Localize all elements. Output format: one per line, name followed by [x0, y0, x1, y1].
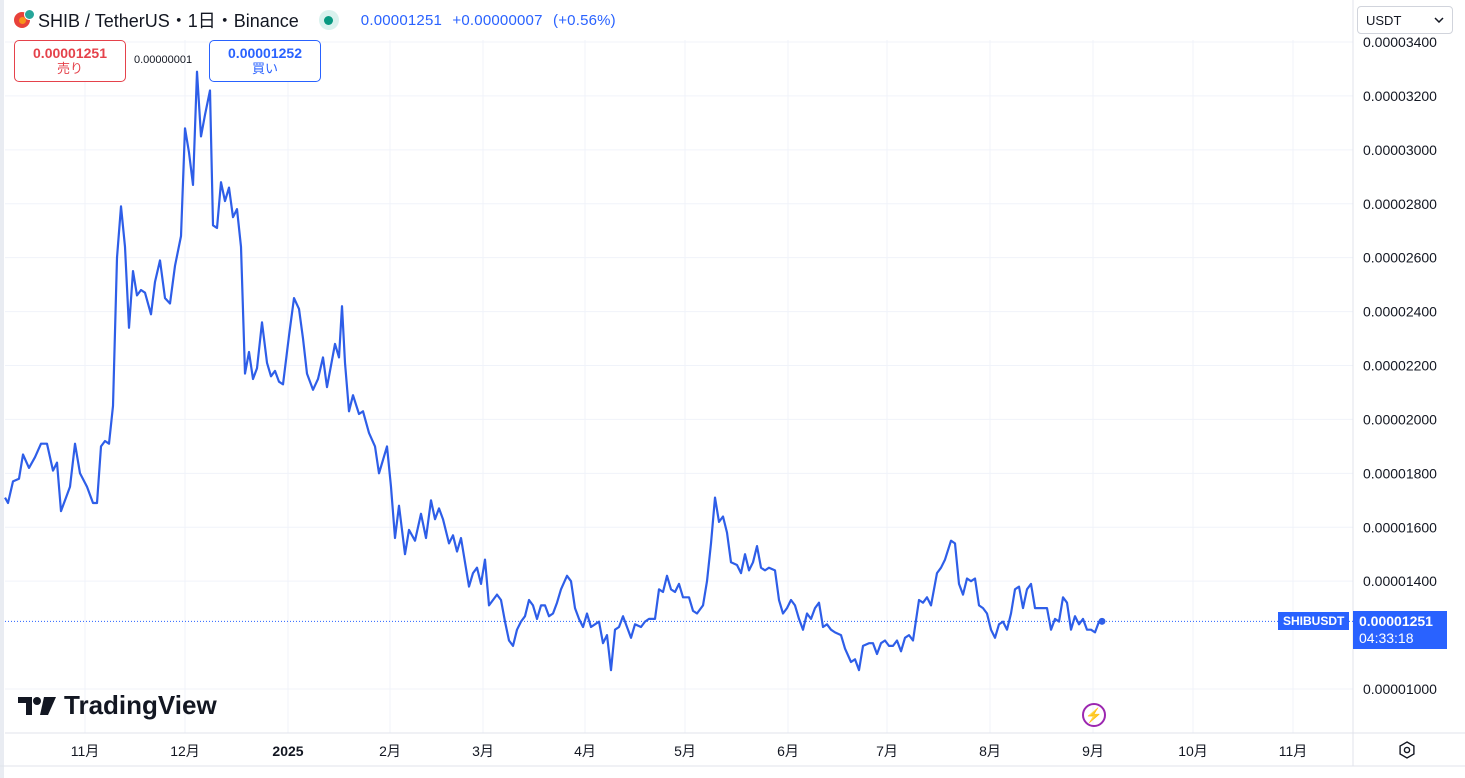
price-change-pct: (+0.56%)	[553, 11, 616, 29]
price-info: 0.00001251 +0.00000007 (+0.56%)	[361, 12, 622, 29]
buy-label: 買い	[251, 61, 278, 76]
left-edge	[0, 0, 4, 778]
x-tick-label: 12月	[170, 743, 200, 759]
chart-series	[4, 70, 1353, 672]
y-tick-label: 0.00003200	[1363, 88, 1437, 104]
current-price: 0.00001251	[1359, 613, 1433, 629]
sell-label: 売り	[56, 61, 83, 76]
market-open-dot-icon	[318, 10, 339, 30]
x-tick-label: 6月	[777, 743, 799, 759]
sell-price: 0.00001251	[33, 45, 107, 61]
sell-button[interactable]: 0.00001251 売り	[14, 40, 126, 82]
last-point-marker	[1098, 617, 1106, 625]
x-tick-label: 9月	[1082, 743, 1104, 759]
y-tick-label: 0.00002200	[1363, 358, 1437, 374]
chevron-down-icon	[1434, 17, 1444, 23]
series-line-shibusdt	[4, 70, 1103, 672]
x-tick-label: 7月	[876, 743, 898, 759]
last-price: 0.00001251	[360, 11, 443, 29]
y-tick-label: 0.00002800	[1363, 196, 1437, 212]
watermark-text: TradingView	[64, 690, 217, 720]
spread-value: 0.00000001	[134, 54, 193, 66]
current-price-tag: 0.00001251 04:33:18	[1353, 611, 1447, 649]
currency-value: USDT	[1366, 12, 1402, 28]
y-tick-label: 0.00002400	[1363, 304, 1437, 320]
buy-button[interactable]: 0.00001252 買い	[209, 40, 321, 82]
symbol-title[interactable]: SHIB / TetherUS・1日・Binance	[38, 11, 299, 31]
symbol-header: SHIB / TetherUS・1日・Binance 0.00001251 +0…	[14, 7, 622, 33]
y-tick-label: 0.00003000	[1363, 142, 1437, 158]
y-tick-label: 0.00001800	[1363, 465, 1437, 481]
x-tick-label: 11月	[71, 743, 100, 759]
gear-icon[interactable]	[1398, 741, 1416, 759]
y-tick-label: 0.00002000	[1363, 411, 1437, 427]
y-tick-label: 0.00002600	[1363, 250, 1437, 266]
y-tick-label: 0.00003400	[1363, 34, 1437, 50]
bar-countdown: 04:33:18	[1359, 630, 1414, 646]
x-tick-label: 2025	[272, 743, 303, 759]
x-tick-label: 8月	[979, 743, 1001, 759]
chart-grid	[0, 0, 1353, 778]
x-tick-label: 4月	[574, 743, 596, 759]
x-tick-label: 2月	[379, 743, 401, 759]
x-tick-label: 5月	[674, 743, 696, 759]
flash-icon[interactable]: ⚡	[1082, 703, 1106, 727]
x-tick-label: 10月	[1178, 743, 1208, 759]
symbol-tag: SHIBUSDT	[1278, 612, 1350, 630]
x-tick-label: 3月	[472, 743, 494, 759]
x-tick-label: 11月	[1279, 743, 1308, 759]
shib-coin-icon[interactable]	[14, 9, 35, 28]
currency-select[interactable]: USDT	[1357, 6, 1453, 34]
y-tick-label: 0.00001600	[1363, 519, 1437, 535]
y-tick-label: 0.00001000	[1363, 681, 1437, 697]
tradingview-logo-icon	[18, 696, 56, 715]
buy-price: 0.00001252	[228, 45, 302, 61]
tradingview-watermark[interactable]: TradingView	[18, 690, 217, 721]
y-tick-label: 0.00001400	[1363, 573, 1437, 589]
price-change: +0.00000007	[452, 11, 543, 29]
